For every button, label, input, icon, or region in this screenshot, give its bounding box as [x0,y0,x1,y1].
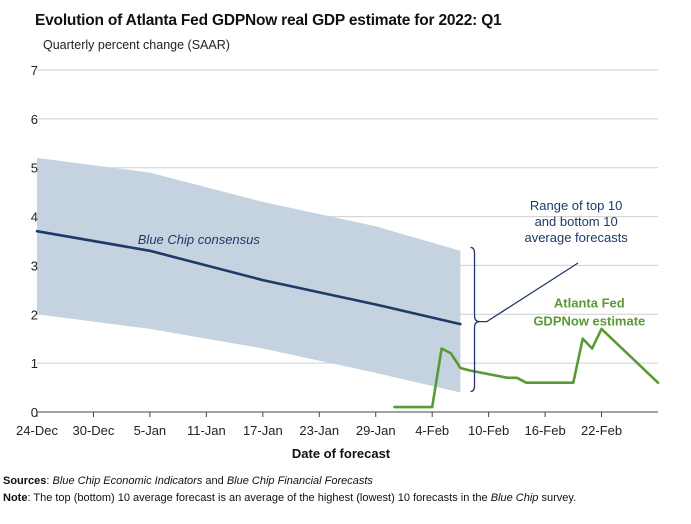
chart-subtitle: Quarterly percent change (SAAR) [43,38,230,52]
y-tick-label: 2 [31,307,38,322]
range-label-line: average forecasts [524,230,628,245]
consensus-label: Blue Chip consensus [138,232,261,247]
sources-source-2: Blue Chip Financial Forecasts [226,475,373,487]
note-line: Note: The top (bottom) 10 average foreca… [3,492,576,504]
x-tick-label: 17-Jan [243,423,283,438]
x-tick-label: 29-Jan [356,423,396,438]
y-tick-label: 7 [31,63,38,78]
axis-layer: 0 1 2 3 4 5 6 7 24-Dec 30-Dec 5-Jan 11-Jan 17-Jan 23-… [16,63,658,438]
range-pointer-line [479,262,579,323]
note-prefix: Note [3,492,28,504]
x-tick-label: 16-Feb [524,423,565,438]
x-tick-label: 30-Dec [72,423,114,438]
consensus-line [35,229,462,326]
x-tick-label: 24-Dec [16,423,58,438]
x-tick-label: 11-Jan [187,423,226,438]
sources-prefix: Sources [3,475,47,487]
sources-source-1: Blue Chip Economic Indicators [52,475,203,487]
sources-line: Sources: Blue Chip Economic Indicators a… [3,475,373,487]
chart-title: Evolution of Atlanta Fed GDPNow real GDP… [35,12,502,29]
y-tick-label: 5 [31,161,38,176]
gdpnow-label-line: Atlanta Fed [554,295,625,310]
x-tick-label: 5-Jan [134,423,167,438]
x-axis-label: Date of forecast [292,446,391,461]
sources-colon: : [46,475,53,487]
x-tick-label: 22-Feb [581,423,622,438]
range-label-line: Range of top 10 [530,198,623,213]
x-tick-label: 23-Jan [299,423,339,438]
gdpnow-line [393,327,660,409]
gdpnow-label-line: GDPNow estimate [533,313,645,328]
y-tick-label: 1 [31,356,38,371]
y-tick-label: 3 [31,258,38,273]
series-layer [35,229,660,409]
x-tick-label: 4-Feb [415,423,449,438]
y-tick-label: 6 [31,112,38,127]
x-tick-label: 10-Feb [468,423,509,438]
note-end: survey. [538,492,577,504]
y-tick-label: 0 [31,405,38,420]
note-text: : The top (bottom) 10 average forecast i… [27,492,491,504]
gdp-chart: 0 1 2 3 4 5 6 7 24-Dec 30-Dec 5-Jan 11-Jan 17-Jan 23-… [16,63,660,461]
range-label-line: and bottom 10 [535,214,618,229]
sources-and: and [202,475,227,487]
y-tick-label: 4 [31,210,38,225]
note-italic: Blue Chip [490,492,539,504]
